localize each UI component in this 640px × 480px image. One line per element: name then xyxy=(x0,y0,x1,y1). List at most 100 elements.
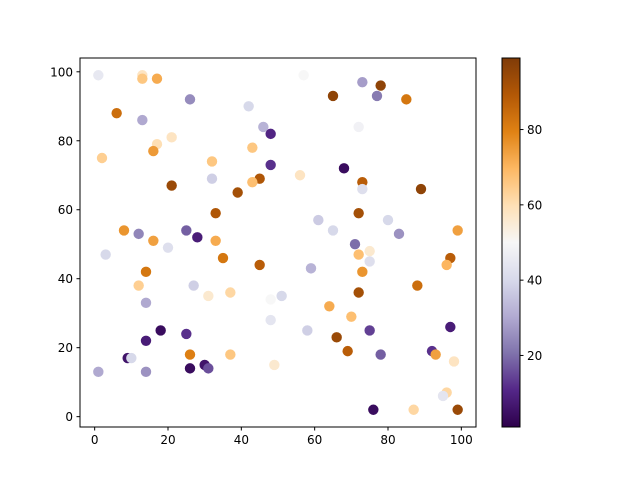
scatter-point xyxy=(331,332,342,343)
scatter-point xyxy=(162,242,174,253)
x-tick-label: 100 xyxy=(450,433,473,447)
scatter-point xyxy=(166,180,177,191)
scatter-point xyxy=(364,325,375,336)
scatter-point xyxy=(192,232,203,243)
scatter-point xyxy=(265,294,276,305)
scatter-point xyxy=(188,280,199,291)
colorbar-tick-label: 80 xyxy=(527,123,542,137)
scatter-point xyxy=(93,70,104,81)
scatter-point xyxy=(93,366,104,378)
scatter-point xyxy=(412,280,423,291)
scatter-point xyxy=(415,183,427,195)
y-axis: 0 20 40 60 80 100 xyxy=(50,65,80,424)
scatter-point xyxy=(118,225,130,236)
scatter-point xyxy=(452,404,463,415)
scatter-point xyxy=(346,311,357,322)
points-layer xyxy=(93,70,463,415)
scatter-point xyxy=(137,73,148,84)
scatter-point xyxy=(302,325,313,336)
scatter-point xyxy=(203,363,214,374)
scatter-point xyxy=(140,335,152,346)
scatter-point xyxy=(342,345,353,357)
scatter-point xyxy=(210,235,221,246)
scatter-point xyxy=(338,163,350,174)
colorbar-tick-label: 20 xyxy=(527,349,542,363)
x-tick-label: 80 xyxy=(380,433,395,447)
scatter-point xyxy=(111,107,122,119)
scatter-point xyxy=(247,142,258,153)
scatter-point xyxy=(217,252,229,264)
scatter-point xyxy=(276,290,287,302)
scatter-point xyxy=(437,390,449,402)
plot-frame xyxy=(79,57,477,428)
scatter-point xyxy=(353,207,364,219)
scatter-point xyxy=(148,145,159,157)
scatter-point xyxy=(298,70,309,81)
scatter-point xyxy=(305,263,317,274)
y-tick-label: 100 xyxy=(50,65,73,79)
scatter-point xyxy=(375,349,386,360)
scatter-point xyxy=(203,290,214,302)
scatter-point xyxy=(353,249,364,260)
scatter-point xyxy=(357,266,368,278)
x-tick-label: 60 xyxy=(307,433,322,447)
scatter-point xyxy=(353,287,364,298)
scatter-point xyxy=(247,176,258,188)
y-tick-label: 60 xyxy=(58,203,73,217)
scatter-point xyxy=(243,101,254,112)
scatter-point xyxy=(294,170,306,181)
scatter-point xyxy=(441,259,452,271)
y-tick-label: 40 xyxy=(58,272,73,286)
scatter-point xyxy=(357,76,368,88)
scatter-point xyxy=(324,301,335,312)
scatter-point xyxy=(148,235,159,246)
scatter-point xyxy=(166,132,177,143)
scatter-point xyxy=(393,228,405,240)
scatter-point xyxy=(155,325,166,336)
scatter-point xyxy=(448,356,460,367)
colorbar-tick-label: 40 xyxy=(527,274,542,288)
scatter-point xyxy=(151,73,163,84)
scatter-point xyxy=(265,128,276,140)
scatter-point xyxy=(452,225,463,236)
scatter-point xyxy=(353,121,364,133)
scatter-point xyxy=(126,352,137,364)
colorbar-tick-label: 60 xyxy=(527,198,542,212)
scatter-point xyxy=(445,321,456,333)
scatter-point xyxy=(96,152,108,164)
x-axis: 0 20 40 60 80 100 xyxy=(91,427,473,447)
scatter-point xyxy=(133,228,144,240)
y-tick-label: 80 xyxy=(58,134,73,148)
scatter-point xyxy=(137,114,148,126)
scatter-point xyxy=(327,225,339,236)
scatter-point xyxy=(181,225,192,236)
scatter-point xyxy=(254,259,265,271)
scatter-point xyxy=(181,328,192,340)
scatter-point xyxy=(313,214,324,226)
scatter-point xyxy=(133,280,144,291)
scatter-point xyxy=(140,366,152,378)
scatter-point xyxy=(408,404,419,415)
scatter-point xyxy=(327,90,339,102)
scatter-point xyxy=(225,349,236,360)
scatter-point xyxy=(225,287,236,298)
scatter-point xyxy=(401,94,412,105)
scatter-point xyxy=(100,249,111,260)
scatter-point xyxy=(265,314,276,326)
y-tick-label: 0 xyxy=(65,410,73,424)
scatter-point xyxy=(357,183,368,195)
scatter-point xyxy=(349,239,361,250)
scatter-point xyxy=(206,156,218,167)
colorbar xyxy=(502,58,520,427)
scatter-point xyxy=(206,173,218,184)
scatter-point xyxy=(258,121,269,133)
scatter-point xyxy=(371,90,383,102)
colorbar-frame xyxy=(501,57,521,428)
scatter-point xyxy=(269,359,280,371)
scatter-point xyxy=(364,245,375,257)
scatter-point xyxy=(364,256,375,267)
x-tick-label: 0 xyxy=(91,433,99,447)
scatter-point xyxy=(184,94,196,105)
scatter-point xyxy=(375,80,386,91)
